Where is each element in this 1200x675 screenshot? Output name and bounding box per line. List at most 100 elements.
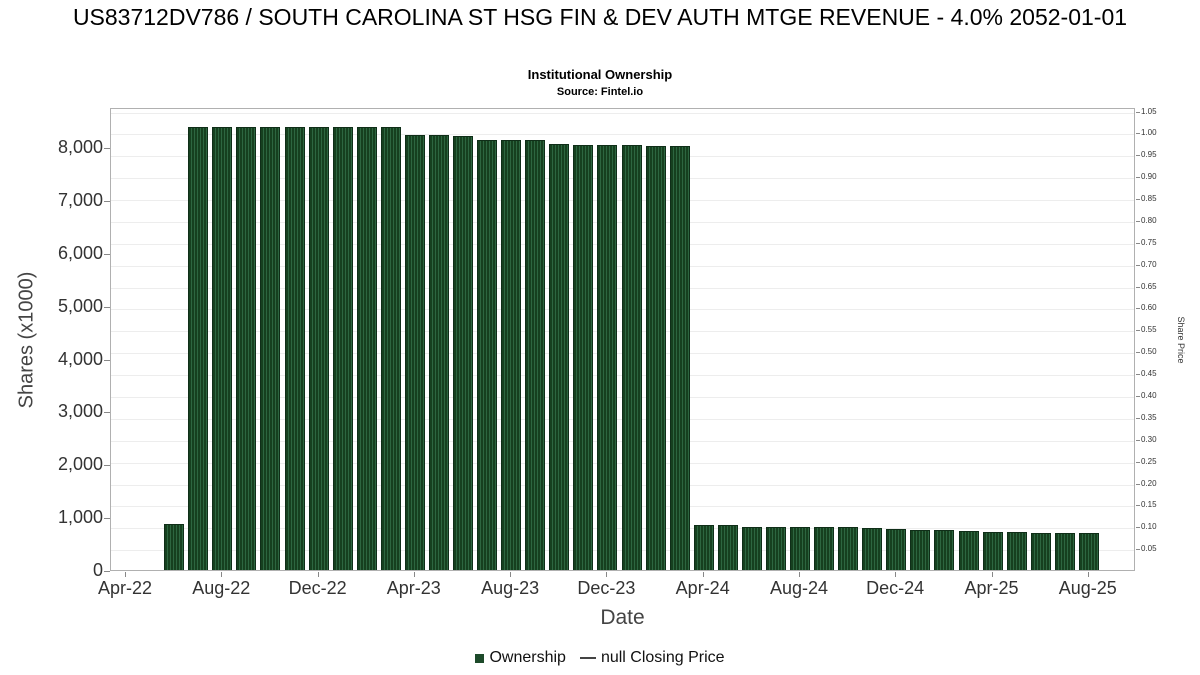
ownership-bar xyxy=(549,144,570,570)
ownership-bar xyxy=(236,127,257,570)
chart-subtitle: Institutional Ownership xyxy=(527,67,673,82)
ownership-bar xyxy=(188,127,209,570)
ownership-bar xyxy=(501,140,522,570)
left-axis-tick-mark xyxy=(104,201,110,202)
ownership-bar xyxy=(428,134,449,570)
left-axis-tick-mark xyxy=(104,412,110,414)
x-axis-tick-label: Apr-24 xyxy=(675,578,730,598)
x-axis-tick-label: Aug-22 xyxy=(192,578,251,598)
ownership-bar xyxy=(645,145,666,570)
ownership-bar xyxy=(260,127,281,570)
right-axis-tick-label: 0.95 xyxy=(1141,150,1157,160)
left-axis-tick-mark xyxy=(104,518,110,520)
ownership-bar xyxy=(525,140,546,570)
left-axis-tick-label: 7,000 xyxy=(57,190,103,210)
right-axis-tick-label: 0.35 xyxy=(1141,412,1157,422)
ownership-legend-label: Ownership xyxy=(489,649,566,666)
x-axis-tick-mark xyxy=(606,572,608,577)
right-axis-tick-label: 0.50 xyxy=(1141,347,1157,357)
ownership-bar xyxy=(597,145,618,570)
right-axis-tick-mark xyxy=(1136,374,1140,376)
closing-price-legend-label: null Closing Price xyxy=(600,649,725,666)
right-axis-tick-mark xyxy=(1136,133,1140,135)
left-axis-tick-label: 6,000 xyxy=(57,242,103,263)
x-axis-tick-label: Apr-22 xyxy=(97,578,153,598)
ownership-bar xyxy=(332,127,353,570)
left-axis-tick-label: 8,000 xyxy=(57,137,103,158)
right-axis-tick-mark xyxy=(1136,264,1140,266)
ownership-bar xyxy=(790,527,810,570)
ownership-bar xyxy=(814,527,834,570)
left-axis-tick-label: 4,000 xyxy=(57,348,103,369)
right-axis-title: Share Price xyxy=(1176,316,1186,364)
right-axis-tick-label: 0.25 xyxy=(1141,456,1157,466)
left-axis-tick-label: 1,000 xyxy=(57,507,103,528)
x-axis-tick-mark xyxy=(221,572,223,577)
x-axis-tick-label: Dec-23 xyxy=(577,578,636,598)
right-axis-tick-mark xyxy=(1136,308,1140,310)
ownership-bar xyxy=(356,127,377,570)
ownership-bar xyxy=(838,527,859,570)
left-axis-tick-label: 3,000 xyxy=(57,401,103,422)
right-axis-tick-mark xyxy=(1136,111,1140,113)
right-axis-tick-mark xyxy=(1136,505,1140,507)
ownership-bar xyxy=(982,531,1003,570)
right-axis-tick-mark xyxy=(1136,396,1140,397)
gridline xyxy=(111,112,1134,114)
ownership-bar xyxy=(573,144,594,570)
gridline xyxy=(111,134,1134,136)
x-axis-tick-mark xyxy=(1087,572,1089,577)
ownership-bar xyxy=(910,529,931,570)
right-axis-tick-label: 0.55 xyxy=(1141,325,1157,335)
x-axis-tick-label: Dec-24 xyxy=(866,578,925,598)
right-axis-tick-mark xyxy=(1136,286,1140,288)
x-axis-tick-mark xyxy=(413,572,415,577)
left-axis-tick-mark xyxy=(104,306,110,308)
x-axis-tick-label: Aug-23 xyxy=(481,578,540,598)
ownership-bar xyxy=(284,127,305,570)
ownership-bar xyxy=(886,529,907,570)
right-axis-tick-label: 0.85 xyxy=(1141,194,1157,203)
chart-title: US83712DV786 / SOUTH CAROLINA ST HSG FIN… xyxy=(72,4,1128,30)
ownership-bar xyxy=(958,531,979,570)
x-axis-tick-mark xyxy=(702,572,704,577)
ownership-bar xyxy=(308,127,329,570)
right-axis-tick-label: 0.10 xyxy=(1141,522,1157,532)
right-axis-tick-mark xyxy=(1136,220,1140,222)
right-axis-tick-label: 0.90 xyxy=(1141,172,1157,182)
right-axis-tick-mark xyxy=(1136,199,1140,200)
x-axis-tick-label: Aug-24 xyxy=(769,578,829,598)
left-axis-tick-label: 5,000 xyxy=(57,295,103,316)
left-axis-tick-label: 0 xyxy=(92,560,103,580)
right-axis-tick-mark xyxy=(1136,527,1140,529)
right-axis-tick-label: 0.60 xyxy=(1141,303,1157,313)
right-axis-tick-label: 0.70 xyxy=(1141,259,1157,269)
x-axis-tick-mark xyxy=(895,572,897,577)
ownership-bar xyxy=(164,524,185,570)
ownership-bar xyxy=(693,525,714,570)
ownership-bar xyxy=(669,145,690,570)
right-axis-tick-label: 0.15 xyxy=(1141,500,1157,510)
right-axis-tick-label: 0.65 xyxy=(1141,281,1157,291)
ownership-bar xyxy=(1006,531,1027,570)
right-axis-tick-label: 0.30 xyxy=(1141,434,1157,444)
right-axis-tick-label: 0.20 xyxy=(1141,478,1157,488)
ownership-bar xyxy=(741,526,762,570)
x-axis-title: Date xyxy=(600,606,645,629)
x-axis-tick-label: Apr-23 xyxy=(386,578,441,598)
right-axis-tick-label: 0.40 xyxy=(1141,391,1157,400)
right-axis-tick-mark xyxy=(1136,483,1140,485)
right-axis-tick-mark xyxy=(1136,417,1140,419)
ownership-bar xyxy=(404,135,425,570)
ownership-bar xyxy=(380,127,401,570)
right-axis-tick-mark xyxy=(1136,177,1140,179)
left-axis-tick-mark xyxy=(104,359,110,361)
right-axis-tick-mark xyxy=(1136,549,1140,551)
right-axis-tick-mark xyxy=(1136,439,1140,441)
ownership-bar xyxy=(621,145,642,570)
ownership-bar xyxy=(1054,533,1075,570)
left-axis-tick-mark xyxy=(104,253,110,255)
ownership-bar xyxy=(862,527,883,570)
ownership-bar xyxy=(212,127,233,570)
